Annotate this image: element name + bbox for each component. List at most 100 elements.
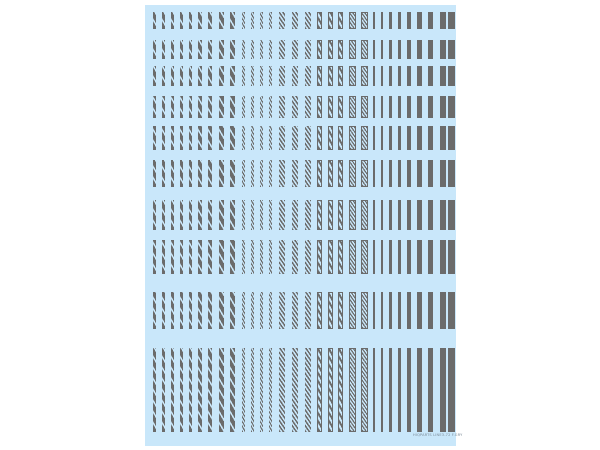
solid-stripe (407, 240, 411, 274)
fine-diagonal-stripe (260, 40, 263, 59)
diagonal-dashed-stripe (180, 96, 183, 118)
solid-stripe (407, 96, 411, 118)
outlined-dashed-stripe (317, 12, 322, 29)
heavy-diagonal-stripe (279, 348, 285, 432)
outlined-dashed-stripe (338, 348, 343, 432)
diagonal-dashed-stripe (198, 12, 202, 29)
outlined-dashed-stripe (338, 240, 343, 274)
diagonal-dashed-stripe (162, 12, 165, 29)
solid-stripe (381, 96, 383, 118)
solid-stripe (440, 12, 446, 29)
solid-stripe (407, 40, 411, 59)
solid-stripe (428, 40, 433, 59)
solid-stripe (440, 240, 446, 274)
diagonal-dashed-stripe (230, 66, 235, 86)
diagonal-dashed-stripe (208, 96, 212, 118)
fine-diagonal-stripe (269, 160, 272, 187)
diagonal-dashed-stripe (198, 66, 202, 86)
diagonal-dashed-stripe (198, 200, 202, 230)
outlined-dashed-stripe (338, 40, 343, 59)
solid-stripe (448, 96, 455, 118)
fine-diagonal-stripe (260, 240, 263, 274)
diagonal-dashed-stripe (208, 12, 212, 29)
outlined-diagonal-stripe (349, 96, 356, 118)
solid-stripe (417, 240, 422, 274)
outlined-dashed-stripe (317, 96, 322, 118)
diagonal-dashed-stripe (189, 160, 192, 187)
fine-diagonal-stripe (251, 126, 254, 150)
fine-diagonal-stripe (269, 12, 272, 29)
solid-stripe (407, 348, 411, 432)
diagonal-dashed-stripe (230, 240, 235, 274)
solid-stripe (428, 12, 433, 29)
fine-diagonal-stripe (251, 240, 254, 274)
diagonal-dashed-stripe (230, 12, 235, 29)
solid-stripe (389, 348, 392, 432)
solid-stripe (389, 292, 392, 329)
outlined-diagonal-stripe (361, 200, 368, 230)
solid-stripe (373, 348, 375, 432)
solid-stripe (373, 66, 375, 86)
diagonal-dashed-stripe (180, 348, 183, 432)
diagonal-dashed-stripe (219, 126, 224, 150)
diagonal-dashed-stripe (162, 292, 165, 329)
diagonal-dashed-stripe (162, 40, 165, 59)
outlined-dashed-stripe (317, 200, 322, 230)
solid-stripe (440, 160, 446, 187)
fine-diagonal-stripe (242, 66, 245, 86)
solid-stripe (389, 12, 392, 29)
heavy-diagonal-stripe (305, 160, 311, 187)
solid-stripe (448, 66, 455, 86)
solid-stripe (398, 40, 401, 59)
outlined-diagonal-stripe (361, 66, 368, 86)
heavy-diagonal-stripe (305, 200, 311, 230)
heavy-diagonal-stripe (279, 126, 285, 150)
diagonal-dashed-stripe (208, 40, 212, 59)
fine-diagonal-stripe (260, 66, 263, 86)
outlined-diagonal-stripe (349, 12, 356, 29)
diagonal-dashed-stripe (198, 348, 202, 432)
sheet-code-label: HIQPARTS LINE3-72 F.GRY (413, 433, 463, 437)
solid-stripe (428, 126, 433, 150)
diagonal-dashed-stripe (208, 240, 212, 274)
solid-stripe (373, 240, 375, 274)
heavy-diagonal-stripe (279, 292, 285, 329)
diagonal-dashed-stripe (189, 96, 192, 118)
solid-stripe (407, 160, 411, 187)
solid-stripe (389, 240, 392, 274)
diagonal-dashed-stripe (171, 240, 174, 274)
diagonal-dashed-stripe (153, 96, 156, 118)
solid-stripe (381, 66, 383, 86)
solid-stripe (389, 160, 392, 187)
solid-stripe (417, 12, 422, 29)
solid-stripe (448, 292, 455, 329)
solid-stripe (381, 292, 383, 329)
diagonal-dashed-stripe (198, 240, 202, 274)
outlined-dashed-stripe (328, 292, 333, 329)
fine-diagonal-stripe (260, 200, 263, 230)
diagonal-dashed-stripe (153, 240, 156, 274)
heavy-diagonal-stripe (292, 126, 298, 150)
diagonal-dashed-stripe (230, 40, 235, 59)
solid-stripe (448, 200, 455, 230)
fine-diagonal-stripe (242, 126, 245, 150)
solid-stripe (417, 348, 422, 432)
outlined-dashed-stripe (338, 12, 343, 29)
diagonal-dashed-stripe (162, 348, 165, 432)
diagonal-dashed-stripe (189, 348, 192, 432)
solid-stripe (398, 200, 401, 230)
outlined-diagonal-stripe (361, 126, 368, 150)
diagonal-dashed-stripe (230, 96, 235, 118)
solid-stripe (407, 12, 411, 29)
diagonal-dashed-stripe (208, 348, 212, 432)
diagonal-dashed-stripe (189, 12, 192, 29)
fine-diagonal-stripe (260, 348, 263, 432)
fine-diagonal-stripe (251, 40, 254, 59)
solid-stripe (373, 160, 375, 187)
diagonal-dashed-stripe (171, 292, 174, 329)
diagonal-dashed-stripe (162, 66, 165, 86)
solid-stripe (428, 348, 433, 432)
fine-diagonal-stripe (251, 200, 254, 230)
solid-stripe (389, 66, 392, 86)
fine-diagonal-stripe (251, 160, 254, 187)
